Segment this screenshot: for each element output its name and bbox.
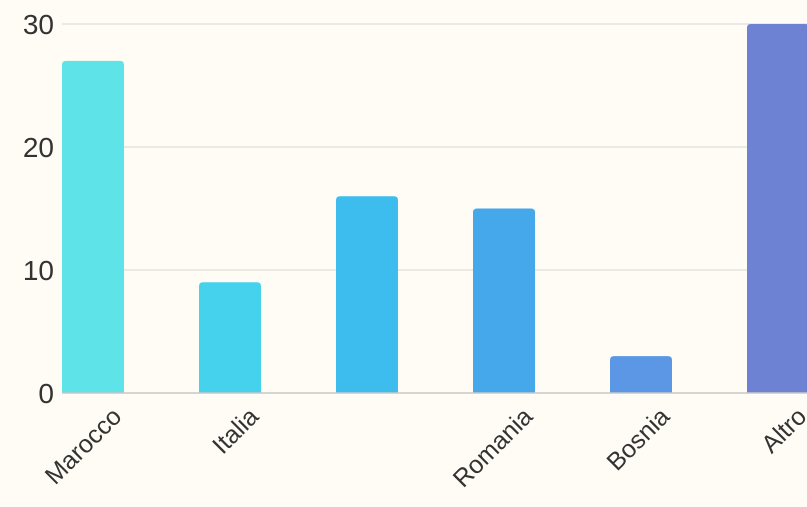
x-axis-labels: Marocco Italia Romania Bosnia Altro bbox=[40, 402, 807, 493]
bar bbox=[199, 282, 261, 393]
y-tick-label: 20 bbox=[23, 132, 54, 163]
y-tick-label: 0 bbox=[38, 378, 54, 409]
x-tick-label: Italia bbox=[207, 402, 264, 459]
bars bbox=[62, 24, 807, 394]
x-tick-label: Bosnia bbox=[601, 402, 675, 476]
x-tick-label: Marocco bbox=[40, 402, 128, 490]
x-tick-label: Romania bbox=[448, 402, 539, 493]
bar bbox=[747, 24, 807, 393]
x-tick-label: Altro bbox=[756, 402, 807, 458]
y-tick-label: 10 bbox=[23, 255, 54, 286]
y-axis-ticks: 0 10 20 30 bbox=[23, 9, 54, 409]
bar bbox=[610, 356, 672, 393]
bar bbox=[473, 208, 535, 393]
bar bbox=[336, 196, 398, 393]
y-tick-label: 30 bbox=[23, 9, 54, 40]
gridlines bbox=[62, 23, 807, 271]
bar bbox=[62, 60, 124, 394]
